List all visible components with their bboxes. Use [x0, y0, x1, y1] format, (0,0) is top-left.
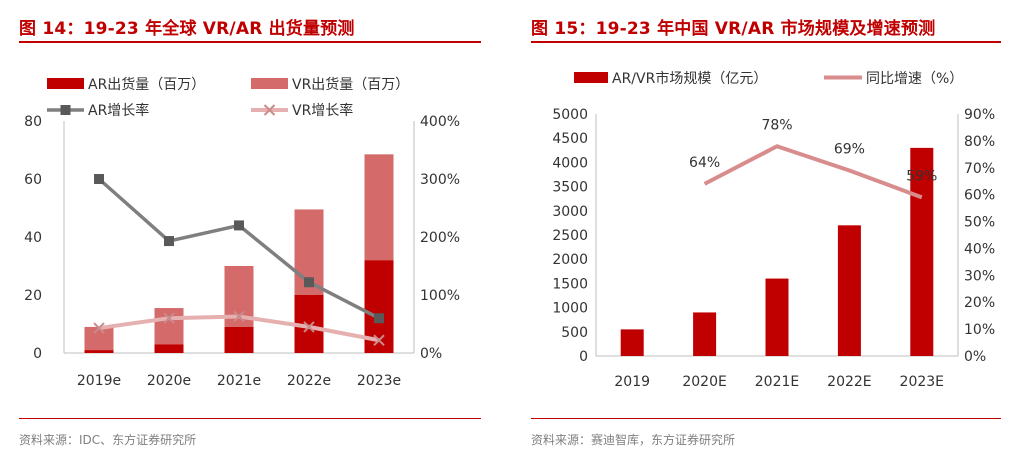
y-tick-label: 60 [24, 172, 42, 188]
legend-label-market-size: AR/VR市场规模（亿元） [612, 70, 767, 87]
y-tick-label: 2500 [552, 228, 588, 244]
y2-tick-label: 40% [964, 241, 995, 257]
ar-shipment-bar [84, 350, 114, 353]
legend-label-ar-growth: AR增长率 [88, 102, 149, 119]
x-tick-label: 2023E [900, 374, 944, 390]
y-tick-label: 4000 [552, 155, 588, 171]
y-tick-label: 1500 [552, 276, 588, 292]
vr-growth-marker [303, 321, 315, 333]
y-tick-label: 500 [561, 325, 588, 341]
y-tick-label: 0 [579, 349, 588, 365]
y-tick-label: 2000 [552, 252, 588, 268]
y2-tick-label: 300% [420, 172, 460, 188]
figure-14-title: 图 14：19-23 年全球 VR/AR 出货量预测 [19, 19, 355, 39]
market-size-bar [620, 329, 644, 356]
y-tick-label: 1000 [552, 301, 588, 317]
y2-tick-label: 400% [420, 114, 460, 130]
growth-rate-line [703, 144, 923, 200]
y2-tick-label: 30% [964, 268, 995, 284]
growth-rate-data-label: 69% [834, 141, 865, 157]
market-size-bar [765, 278, 789, 356]
vr-shipment-bar [364, 154, 394, 261]
legend-label-vr-shipment: VR出货量（百万） [292, 76, 409, 93]
y2-tick-label: 60% [964, 188, 995, 204]
legend-label-growth-rate: 同比增速（%） [866, 71, 963, 87]
y2-tick-label: 70% [964, 161, 995, 177]
figure-15-panel: 图 15：19-23 年中国 VR/AR 市场规模及增速预测 0 500 1000 1… [512, 0, 1024, 475]
figure-15-chart: 0 500 1000 1500 2000 2500 3000 3500 4000 4500 5000… [552, 70, 995, 390]
figure-14-source: 资料来源：IDC、东方证券研究所 [19, 433, 197, 447]
y-tick-label: 3000 [552, 204, 588, 220]
y2-tick-label: 20% [964, 295, 995, 311]
x-tick-label: 2023e [357, 373, 401, 389]
x-tick-label: 2019e [77, 373, 121, 389]
vr-shipment-bar [154, 308, 184, 345]
y2-tick-label: 0% [420, 346, 442, 362]
legend-swatch-ar-shipment [47, 78, 84, 89]
y-tick-label: 40 [24, 230, 42, 246]
legend-marker-vr-growth [263, 104, 276, 116]
ar-growth-marker [234, 220, 244, 231]
figure-14-chart: 0 20 40 60 80 0% 100% 200% 300% 400% 2019e 2020e 202… [24, 76, 460, 389]
x-tick-label: 2020e [147, 373, 191, 389]
market-size-bar [837, 225, 861, 356]
figure-14-panel: 图 14：19-23 年全球 VR/AR 出货量预测 0 20 40 60 80 0% 10… [0, 0, 500, 475]
y2-tick-label: 100% [420, 288, 460, 304]
figure-14-bottom-rule [19, 418, 481, 419]
market-size-bar [910, 147, 934, 356]
x-tick-label: 2022E [827, 374, 871, 390]
growth-rate-data-label: 59% [906, 168, 937, 184]
x-tick-label: 2020E [682, 374, 726, 390]
y-tick-label: 0 [33, 346, 42, 362]
y2-tick-label: 80% [964, 134, 995, 150]
vr-growth-marker [163, 312, 175, 324]
ar-shipment-bar [154, 344, 184, 353]
x-tick-label: 2022e [287, 373, 331, 389]
y2-tick-label: 50% [964, 215, 995, 231]
legend-label-ar-shipment: AR出货量（百万） [88, 76, 205, 93]
y-tick-label: 4500 [552, 131, 588, 147]
y2-tick-label: 10% [964, 322, 995, 338]
legend-swatch-market-size [574, 72, 608, 83]
figure-15-title: 图 15：19-23 年中国 VR/AR 市场规模及增速预测 [531, 19, 936, 39]
figure-15-title-rule [531, 41, 1001, 43]
y-tick-label: 80 [24, 114, 42, 130]
vr-growth-marker [233, 310, 245, 323]
y-tick-label: 3500 [552, 180, 588, 196]
y2-tick-label: 0% [964, 349, 986, 365]
legend-swatch-vr-shipment [251, 78, 288, 89]
vr-shipment-bar [84, 326, 114, 351]
vr-growth-marker [373, 334, 385, 346]
x-tick-label: 2021e [217, 373, 261, 389]
figure-15-source: 资料来源：赛迪智库，东方证券研究所 [531, 433, 736, 447]
ar-growth-marker [374, 313, 384, 324]
y2-tick-label: 200% [420, 230, 460, 246]
y-tick-label: 5000 [552, 107, 588, 123]
growth-rate-data-label: 64% [689, 155, 720, 171]
y2-tick-label: 90% [964, 107, 995, 123]
x-tick-label: 2019 [614, 374, 650, 390]
figure-14-title-rule [19, 41, 481, 43]
ar-growth-marker [164, 236, 174, 247]
x-tick-label: 2021E [755, 374, 799, 390]
ar-growth-marker [304, 277, 314, 288]
ar-shipment-bar [224, 326, 254, 353]
y-tick-label: 20 [24, 288, 42, 304]
market-size-bar [693, 312, 717, 356]
ar-growth-marker [94, 174, 104, 184]
vr-growth-marker [93, 322, 105, 334]
figure-15-bottom-rule [531, 418, 1001, 419]
growth-rate-data-label: 78% [761, 117, 792, 133]
legend-label-vr-growth: VR增长率 [292, 102, 353, 119]
legend-marker-ar-growth [60, 105, 71, 115]
